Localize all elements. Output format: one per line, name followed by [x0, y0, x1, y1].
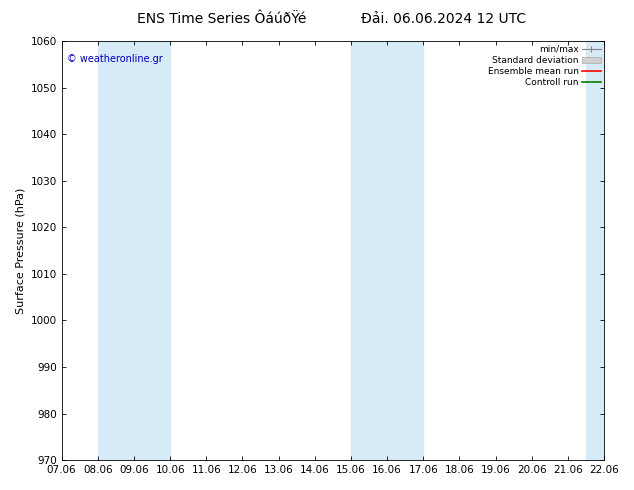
Text: © weatheronline.gr: © weatheronline.gr — [67, 53, 163, 64]
Text: Đải. 06.06.2024 12 UTC: Đải. 06.06.2024 12 UTC — [361, 12, 526, 26]
Bar — [586, 41, 604, 460]
Legend: min/max, Standard deviation, Ensemble mean run, Controll run: min/max, Standard deviation, Ensemble me… — [486, 43, 602, 89]
Text: ENS Time Series ÔáúðŸé: ENS Time Series ÔáúðŸé — [137, 12, 307, 26]
Bar — [98, 41, 170, 460]
Bar — [351, 41, 424, 460]
Y-axis label: Surface Pressure (hPa): Surface Pressure (hPa) — [15, 187, 25, 314]
